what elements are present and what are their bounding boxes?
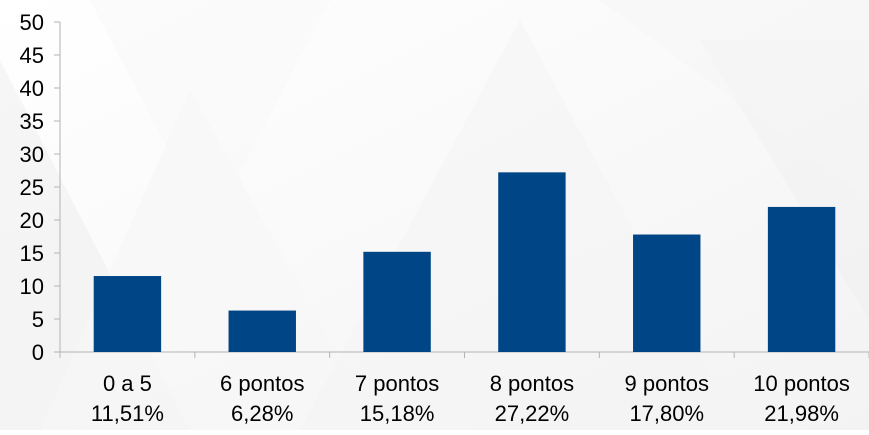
bar-5 bbox=[767, 206, 836, 352]
data-label-2: 15,18% bbox=[360, 401, 435, 426]
data-label-3: 27,22% bbox=[495, 401, 570, 426]
y-tick-label: 0 bbox=[32, 340, 44, 365]
bar-0 bbox=[93, 276, 162, 352]
y-tick-label: 20 bbox=[20, 208, 44, 233]
category-label-2: 7 pontos bbox=[355, 371, 439, 396]
bars bbox=[93, 172, 836, 352]
category-label-1: 6 pontos bbox=[220, 371, 304, 396]
y-tick-label: 15 bbox=[20, 241, 44, 266]
data-label-0: 11,51% bbox=[91, 401, 164, 426]
y-tick-label: 35 bbox=[20, 109, 44, 134]
category-label-0: 0 a 5 bbox=[103, 371, 152, 396]
data-label-5: 21,98% bbox=[764, 401, 839, 426]
category-label-3: 8 pontos bbox=[490, 371, 574, 396]
bar-4 bbox=[633, 234, 701, 352]
data-label-4: 17,80% bbox=[629, 401, 704, 426]
y-axis: 0 5 10 15 20 25 30 35 40 45 50 bbox=[20, 10, 61, 365]
y-tick-label: 40 bbox=[20, 76, 44, 101]
category-labels: 0 a 5 11,51% 6 pontos 6,28% 7 pontos 15,18% 8 … bbox=[91, 371, 850, 426]
y-tick-label: 5 bbox=[32, 307, 44, 332]
category-label-4: 9 pontos bbox=[625, 371, 709, 396]
bar-2 bbox=[363, 251, 431, 352]
y-tick-label: 30 bbox=[20, 142, 44, 167]
y-tick-label: 10 bbox=[20, 274, 44, 299]
y-tick-label: 25 bbox=[20, 175, 44, 200]
bar-1 bbox=[228, 310, 296, 352]
category-label-5: 10 pontos bbox=[753, 371, 850, 396]
bar-3 bbox=[498, 172, 566, 352]
data-label-1: 6,28% bbox=[231, 401, 293, 426]
x-axis bbox=[59, 351, 869, 358]
y-tick-label: 45 bbox=[20, 43, 44, 68]
y-tick-label: 50 bbox=[20, 10, 44, 35]
